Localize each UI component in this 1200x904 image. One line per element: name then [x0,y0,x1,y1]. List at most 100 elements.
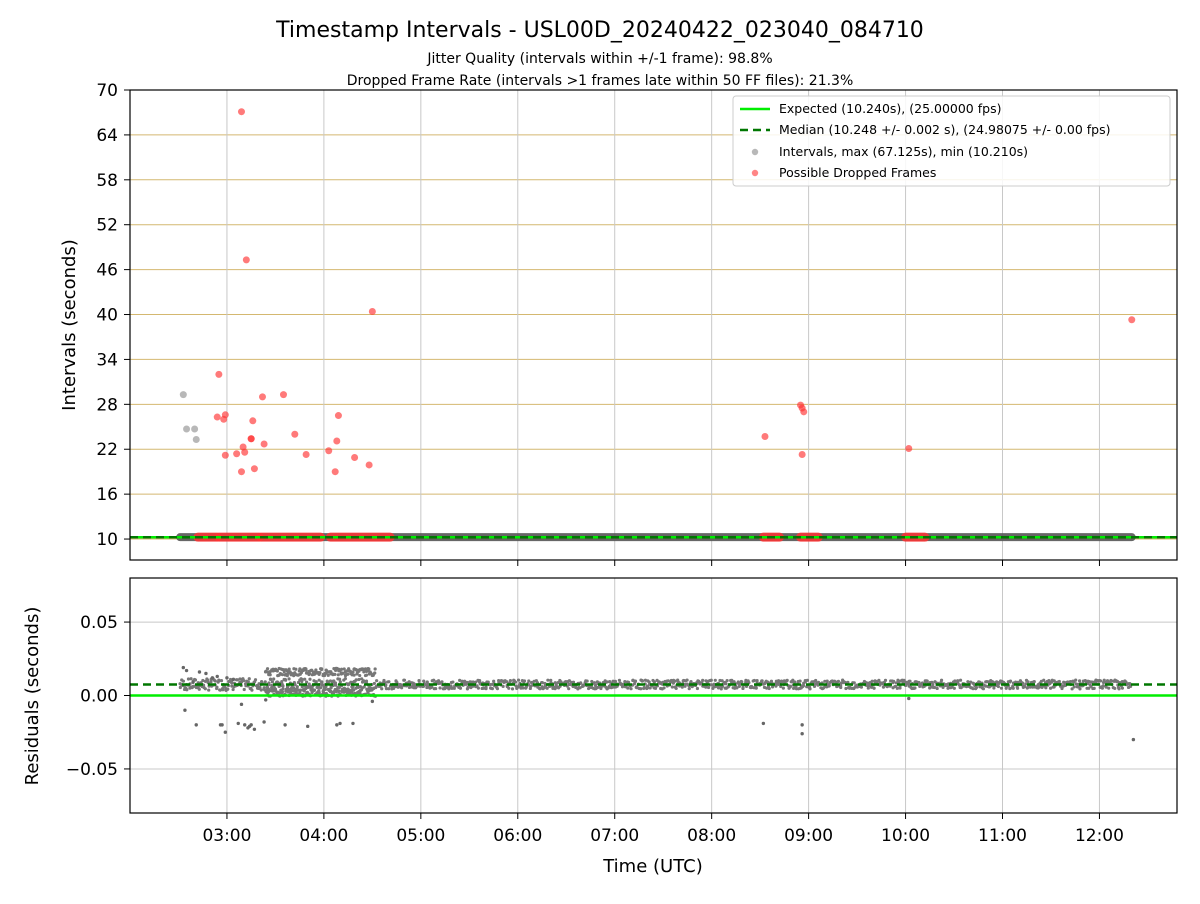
residual-band-dot [452,686,456,690]
dropped-frame-point [241,448,249,456]
interval-point [191,425,199,433]
residual-band-dot [351,670,355,674]
residual-band-dot [605,680,609,684]
residual-band-dot [869,685,874,689]
residual-band-dot [798,679,802,683]
interval-point [192,436,200,444]
residual-point [239,702,244,707]
residual-band-dot [215,686,219,691]
residual-band-dot [662,686,666,690]
residual-band-dot [741,685,745,689]
residual-band-dot [767,686,771,691]
residual-band-dot [373,671,377,675]
residual-band-dot [217,679,221,683]
residual-band-dot [246,680,250,684]
residual-band-dot [363,667,368,671]
residual-band-dot [1102,678,1106,682]
residual-band-dot [521,686,525,690]
residual-band-dot [712,682,716,686]
residual-band-dot [495,687,500,691]
intervals-y-tick-label: 70 [96,81,118,101]
residual-band-dot [351,684,355,689]
residual-band-dot [687,687,691,691]
residual-point [264,698,268,702]
residual-band-dot [593,683,598,688]
residual-band-dot [357,677,361,682]
residual-band-dot [320,680,324,684]
residual-band-dot [652,680,656,684]
residual-band-dot [307,671,312,676]
residual-band-dot [883,678,888,682]
residual-band-dot [221,688,225,692]
intervals-y-tick-label: 22 [96,440,118,460]
residual-band-dot [720,679,724,683]
legend-dropped-label: Possible Dropped Frames [779,165,936,180]
residual-band-dot [1090,680,1094,684]
residual-band-dot [613,680,617,684]
residual-band-dot [892,679,896,683]
residual-band-dot [318,686,323,690]
residual-band-dot [387,680,391,684]
residual-band-dot [805,678,809,682]
residual-band-dot [369,688,374,692]
residual-band-dot [329,689,333,693]
residual-band-dot [626,680,631,684]
residual-band-dot [680,685,684,689]
residual-band-dot [402,678,407,682]
residual-point [306,724,310,729]
residual-band-dot [362,685,366,689]
dropped-frame-point [237,108,245,116]
residual-band-dot [709,678,713,682]
residuals-axis-ticks: 0.05 0.00 −0.05 03:00 04:00 05:00 06:00 07:00 08… [66,613,1124,846]
residual-band-dot [740,680,744,684]
residual-band-dot [308,677,312,681]
residual-band-dot [939,678,944,682]
residual-band-dot [302,689,306,693]
residual-band-dot [685,678,689,682]
residual-band-dot [338,680,342,684]
dropped-frame-point [249,417,257,425]
residual-band-dot [529,684,533,689]
residual-band-dot [319,667,324,672]
residual-band-dot [1099,679,1103,683]
chart-subtitle-jitter: Jitter Quality (intervals within +/-1 fr… [426,51,772,67]
residual-band-dot [323,687,327,691]
residual-band-dot [971,687,975,691]
residuals-dense-band [263,666,377,678]
residual-band-dot [326,673,330,677]
interval-point [183,425,191,433]
residual-band-dot [631,678,635,683]
residual-band-dot [292,674,296,678]
dropped-frame-point [798,450,806,458]
residuals-y-tick-label: 0.05 [80,613,118,633]
residual-band-dot [737,684,741,688]
residual-band-dot [825,679,829,683]
residual-band-dot [779,684,783,689]
residual-point [225,676,229,680]
residual-band-dot [372,681,376,686]
residual-band-dot [336,673,340,677]
residual-band-dot [1087,686,1091,690]
residual-point [800,731,804,736]
residual-band-dot [259,688,263,692]
residual-point [215,674,219,679]
dropped-frame-point [325,447,333,455]
residual-band-dot [959,686,963,690]
residual-band-dot [317,678,321,682]
residual-band-dot [1070,687,1074,691]
residual-band-dot [585,679,589,683]
residual-band-dot [695,686,700,691]
residual-band-dot [352,673,356,677]
residual-band-dot [263,680,267,684]
x-tick-label: 12:00 [1075,826,1124,846]
residual-band-dot [298,688,303,692]
residual-band-dot [1120,686,1124,690]
dropped-frame-point [333,437,341,445]
residual-band-dot [432,678,436,682]
residual-band-dot [808,687,812,691]
residual-band-dot [546,678,550,682]
residual-band-dot [556,681,560,685]
residual-band-dot [321,690,326,695]
intervals-plot-frame [129,89,1178,561]
residual-band-dot [1100,686,1104,690]
